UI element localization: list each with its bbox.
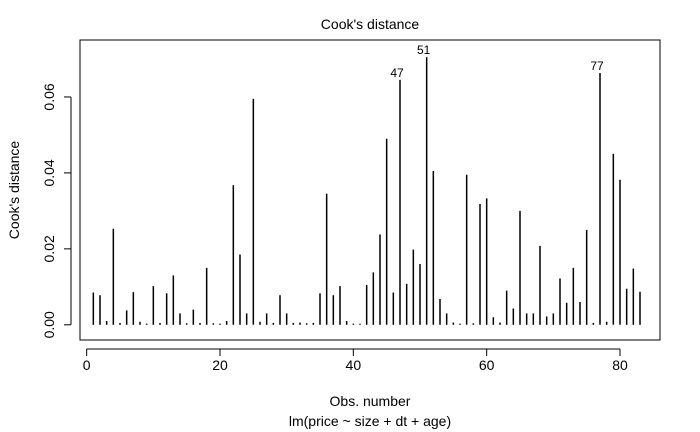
plot-frame: [79, 39, 661, 341]
observation-label: 51: [417, 43, 431, 57]
y-axis-label: Cook's distance: [6, 141, 22, 240]
y-tick-label: 0.06: [41, 83, 57, 110]
spikes: [92, 57, 641, 325]
y-axis: 0.00 0.02 0.04 0.06: [41, 83, 72, 338]
x-tick-label: 0: [83, 357, 91, 373]
observation-label: 47: [390, 66, 404, 80]
x-tick-label: 60: [479, 357, 495, 373]
observation-label: 77: [590, 59, 604, 73]
x-tick-label: 40: [346, 357, 362, 373]
chart-title: Cook's distance: [321, 16, 420, 32]
x-tick-label: 80: [612, 357, 628, 373]
x-axis: 0 20 40 60 80: [83, 348, 628, 373]
y-tick-label: 0.04: [41, 159, 57, 186]
chart-subtitle: lm(price ~ size + dt + age): [289, 413, 451, 429]
x-axis-label: Obs. number: [330, 393, 411, 409]
point-labels: 47 51 77: [390, 43, 604, 80]
y-tick-label: 0.02: [41, 235, 57, 262]
x-tick-label: 20: [212, 357, 228, 373]
y-tick-label: 0.00: [41, 311, 57, 338]
